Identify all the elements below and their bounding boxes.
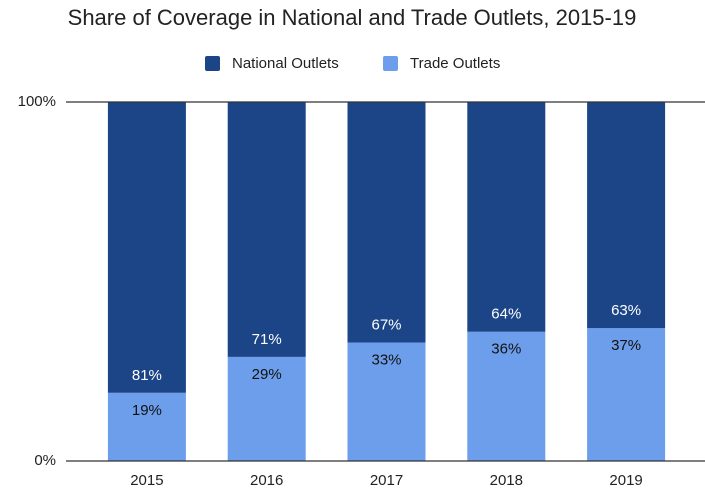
value-label: 81%: [132, 367, 162, 384]
value-label: 63%: [611, 302, 641, 319]
bar-segment: [587, 102, 666, 329]
bar-segment: [587, 328, 666, 461]
bar-segment: [347, 102, 426, 343]
bar-segment: [347, 342, 426, 461]
x-tick-label: 2015: [130, 472, 163, 489]
value-label: 37%: [611, 337, 641, 354]
bar-segment: [107, 102, 186, 393]
value-label: 36%: [491, 341, 521, 358]
chart-title: Share of Coverage in National and Trade …: [68, 5, 637, 30]
bar-segment: [227, 356, 306, 461]
x-tick-label: 2017: [370, 472, 403, 489]
value-label: 33%: [371, 351, 401, 368]
value-label: 67%: [371, 316, 401, 333]
bar-segment: [467, 102, 546, 332]
value-label: 64%: [491, 306, 521, 323]
bar-segment: [107, 392, 186, 461]
bar-segment: [227, 102, 306, 357]
value-label: 19%: [132, 402, 162, 419]
value-label: 29%: [252, 366, 282, 383]
bar-segment: [467, 331, 546, 461]
legend-swatch: [205, 56, 220, 71]
x-tick-label: 2016: [250, 472, 283, 489]
y-tick-label: 100%: [18, 93, 56, 110]
x-tick-label: 2019: [609, 472, 642, 489]
legend-label: National Outlets: [232, 55, 339, 72]
x-tick-label: 2018: [490, 472, 523, 489]
legend-swatch: [383, 56, 398, 71]
value-label: 71%: [252, 331, 282, 348]
y-tick-label: 0%: [34, 452, 56, 469]
legend-label: Trade Outlets: [410, 55, 500, 72]
